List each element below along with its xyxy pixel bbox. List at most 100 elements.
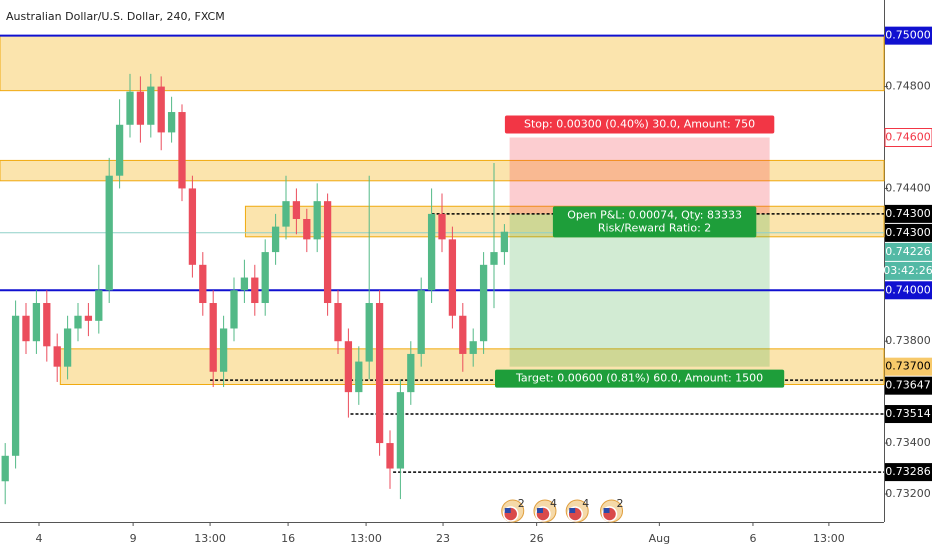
x-tick-label: 6 xyxy=(749,532,756,545)
price-label: 0.73700 xyxy=(885,360,931,373)
stop-area xyxy=(509,137,770,214)
zone xyxy=(0,35,885,92)
stop-label: Stop: 0.00300 (0.40%) 30.0, Amount: 750 xyxy=(504,115,775,134)
event-count: 4 xyxy=(550,497,557,510)
pnl-label-text: Open P&L: 0.00074, Qty: 83333 xyxy=(567,208,742,221)
x-tick-label: 9 xyxy=(130,532,137,545)
y-tick-label: 0.73800 xyxy=(885,334,931,347)
candle-body xyxy=(292,201,301,219)
candle-body xyxy=(53,346,61,367)
price-label-bg xyxy=(885,223,932,242)
x-tick-label: 13:00 xyxy=(350,532,382,545)
candle-body xyxy=(209,303,217,372)
x-tick-label: 4 xyxy=(36,532,43,545)
candle-body xyxy=(22,315,30,342)
x-tick-label: 26 xyxy=(530,532,544,545)
x-tick-label: 23 xyxy=(436,532,450,545)
price-label: 0.74226 xyxy=(885,245,931,258)
x-tick-label: Aug xyxy=(649,532,670,545)
candle-body xyxy=(43,303,51,347)
candle-body xyxy=(188,188,197,265)
candle-body xyxy=(251,277,259,304)
price-label: 0.73647 xyxy=(885,379,931,392)
candle-body xyxy=(386,443,394,469)
x-tick-label: 16 xyxy=(281,532,295,545)
candle-body xyxy=(469,341,477,354)
candle-body xyxy=(500,231,509,253)
candle-body xyxy=(1,455,9,482)
candle-body xyxy=(147,86,155,125)
event-icon: 4 xyxy=(533,497,557,523)
candle-body xyxy=(417,290,425,354)
price-label-bg xyxy=(885,405,932,424)
candle-body xyxy=(178,112,186,189)
event-flag-canton xyxy=(569,508,576,513)
candle-body xyxy=(459,315,467,354)
candle-body xyxy=(157,86,165,133)
price-label-bg xyxy=(885,26,932,45)
price-label: 0.73514 xyxy=(885,407,931,420)
countdown-bg xyxy=(885,261,932,280)
pnl-label-bg xyxy=(552,206,757,238)
stop-label-text: Stop: 0.00300 (0.40%) 30.0, Amount: 750 xyxy=(524,118,755,131)
candle-body xyxy=(323,201,332,304)
candle-body xyxy=(126,91,134,125)
candle-body xyxy=(334,303,342,342)
x-tick-label: 13:00 xyxy=(813,532,845,545)
price-label-bg xyxy=(885,242,932,261)
target-label-text: Target: 0.00600 (0.81%) 60.0, Amount: 15… xyxy=(515,372,763,385)
candle-body xyxy=(271,226,280,253)
candle-body xyxy=(63,328,72,367)
price-label-bg xyxy=(884,128,932,148)
candle-body xyxy=(84,315,93,321)
candle-body xyxy=(313,201,321,240)
candle-body xyxy=(167,112,176,133)
candle-body xyxy=(375,303,384,444)
price-label: 0.73286 xyxy=(885,465,931,478)
price-label-bg xyxy=(885,463,932,482)
candle-body xyxy=(115,124,124,176)
candle-body xyxy=(438,213,446,240)
candle-body xyxy=(490,252,498,265)
candle-body xyxy=(105,175,113,291)
candle-body xyxy=(355,361,363,393)
price-label: 0.75000 xyxy=(885,29,931,42)
candle-body xyxy=(95,290,103,321)
event-count: 4 xyxy=(582,497,589,510)
event-count: 2 xyxy=(518,497,525,510)
candle-body xyxy=(407,353,415,393)
pnl-label: Open P&L: 0.00074, Qty: 83333Risk/Reward… xyxy=(552,206,757,238)
price-label: 0.74600 xyxy=(885,131,931,144)
stop-label-bg xyxy=(504,115,775,134)
price-label-bg xyxy=(885,357,932,376)
y-tick-label: 0.74800 xyxy=(885,80,931,93)
candle-body xyxy=(427,213,436,291)
candle-body xyxy=(479,264,488,342)
price-label-bg xyxy=(885,376,932,395)
target-label: Target: 0.00600 (0.81%) 60.0, Amount: 15… xyxy=(495,369,785,388)
candle-body xyxy=(32,303,41,342)
y-tick-label: 0.74400 xyxy=(885,181,931,194)
event-icon: 2 xyxy=(600,497,624,523)
candle-body xyxy=(344,341,353,393)
candle-body xyxy=(282,201,290,227)
y-tick-label: 0.73200 xyxy=(885,487,931,500)
event-count: 2 xyxy=(617,497,624,510)
candle-body xyxy=(74,315,82,329)
candle-body xyxy=(240,277,249,291)
price-label-bg xyxy=(885,281,932,300)
price-label: 0.74300 xyxy=(885,226,931,239)
pnl-label-text: Risk/Reward Ratio: 2 xyxy=(598,221,711,234)
event-icon: 2 xyxy=(501,497,525,523)
candle-body xyxy=(448,239,457,316)
target-label-bg xyxy=(495,369,785,388)
event-flag-canton xyxy=(536,508,543,513)
candle-body xyxy=(136,91,145,125)
candle-body xyxy=(396,392,405,469)
candle-body xyxy=(365,303,373,362)
chart-title: Australian Dollar/U.S. Dollar, 240, FXCM xyxy=(6,10,225,23)
price-label-bg xyxy=(885,204,932,223)
event-flag-canton xyxy=(603,508,610,513)
candle-body xyxy=(303,218,311,240)
